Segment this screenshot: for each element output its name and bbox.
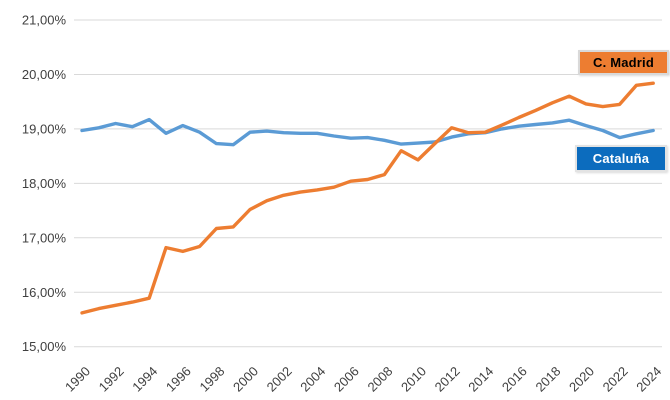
y-tick-label: 15,00% [22, 339, 67, 354]
legend-madrid: C. Madrid [578, 50, 669, 75]
x-tick-label: 2024 [633, 364, 664, 395]
x-tick-label: 2006 [331, 364, 362, 395]
x-tick-label: 2008 [364, 364, 395, 395]
x-tick-label: 2014 [465, 364, 496, 395]
y-tick-label: 17,00% [22, 230, 67, 245]
x-tick-label: 2002 [264, 364, 295, 395]
y-tick-label: 16,00% [22, 285, 67, 300]
x-tick-label: 1998 [196, 364, 227, 395]
x-tick-label: 1994 [129, 364, 160, 395]
x-tick-label: 2004 [297, 364, 328, 395]
y-tick-label: 20,00% [22, 67, 67, 82]
series-line-cataluna [80, 117, 655, 147]
x-tick-label: 2018 [532, 364, 563, 395]
x-tick-label: 1996 [163, 364, 194, 395]
x-tick-label: 2000 [230, 364, 261, 395]
x-tick-label: 1992 [96, 364, 127, 395]
x-tick-label: 2022 [600, 364, 631, 395]
x-tick-label: 1990 [62, 364, 93, 395]
x-tick-label: 2012 [432, 364, 463, 395]
x-tick-label: 2010 [398, 364, 429, 395]
x-tick-label: 2016 [499, 364, 530, 395]
legend-cataluna-label: Cataluña [592, 151, 650, 166]
y-tick-label: 21,00% [22, 13, 67, 28]
y-tick-label: 19,00% [22, 121, 67, 136]
x-tick-label: 2020 [566, 364, 597, 395]
series-line-madrid [80, 81, 655, 315]
legend-madrid-label: C. Madrid [592, 55, 655, 70]
legend-cataluna: Cataluña [575, 145, 667, 172]
y-tick-label: 18,00% [22, 176, 67, 191]
